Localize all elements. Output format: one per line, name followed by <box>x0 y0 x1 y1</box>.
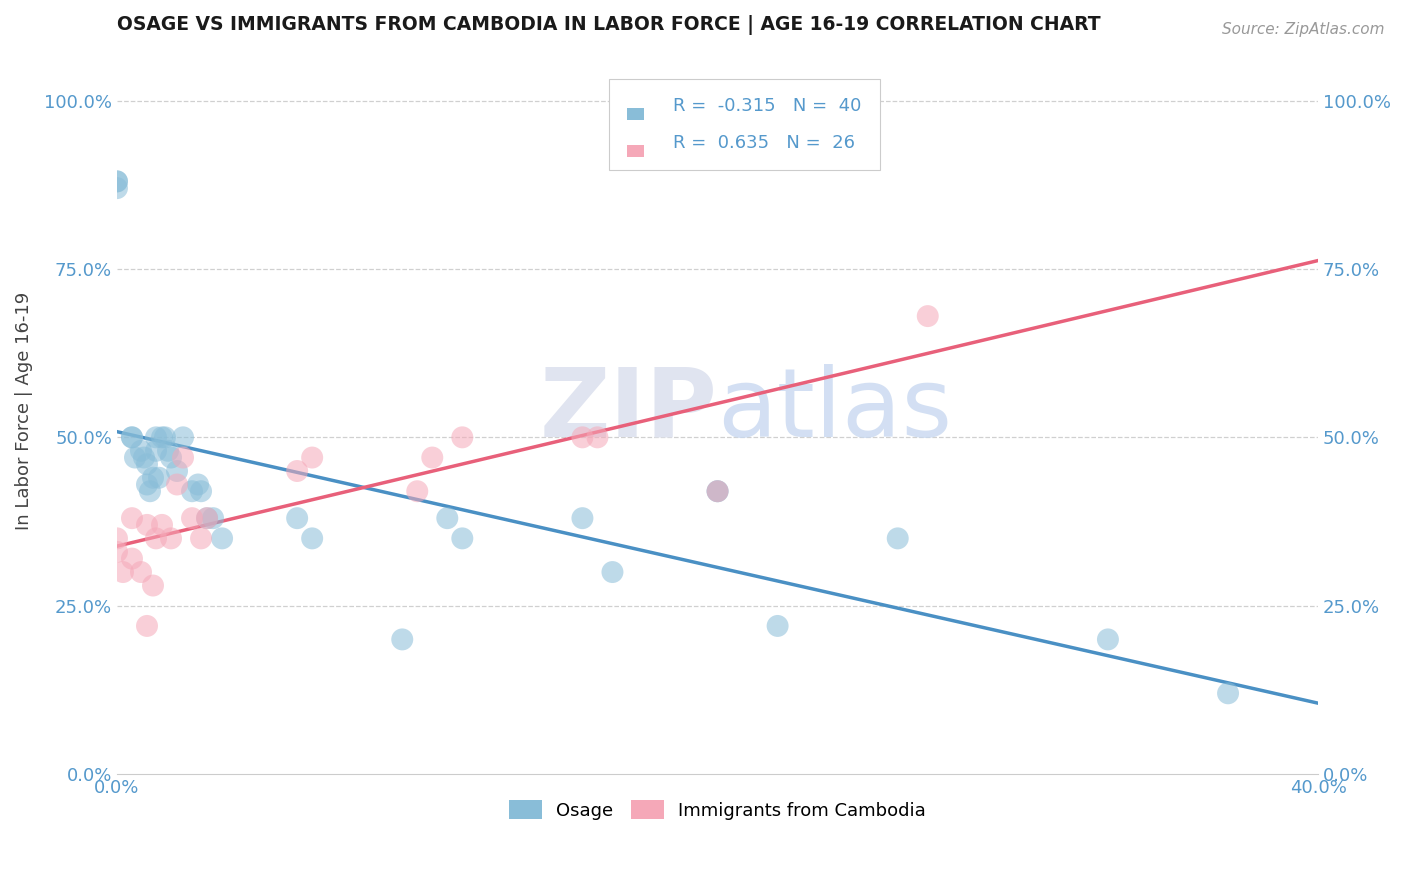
Point <box>160 450 183 465</box>
Point <box>166 477 188 491</box>
Point <box>172 430 194 444</box>
Point <box>129 565 152 579</box>
Point <box>571 430 593 444</box>
Point <box>121 551 143 566</box>
Point <box>301 450 323 465</box>
Point <box>136 517 159 532</box>
Point <box>285 511 308 525</box>
Point <box>187 477 209 491</box>
Point <box>602 565 624 579</box>
Point <box>105 181 128 195</box>
Y-axis label: In Labor Force | Age 16-19: In Labor Force | Age 16-19 <box>15 292 32 530</box>
Point <box>136 457 159 471</box>
Point <box>436 511 458 525</box>
Point <box>136 619 159 633</box>
Point <box>145 532 167 546</box>
Point <box>586 430 609 444</box>
FancyBboxPatch shape <box>609 79 880 170</box>
Point <box>886 532 908 546</box>
Bar <box>627 145 644 157</box>
Point <box>181 511 204 525</box>
Point <box>1216 686 1239 700</box>
Point <box>301 532 323 546</box>
Point <box>706 484 728 499</box>
Point <box>571 511 593 525</box>
Point <box>121 430 143 444</box>
Point <box>105 174 128 188</box>
Point <box>129 443 152 458</box>
Point <box>706 484 728 499</box>
Point <box>132 450 155 465</box>
Point <box>406 484 429 499</box>
Point <box>917 309 939 323</box>
Point <box>105 545 128 559</box>
Point <box>145 430 167 444</box>
Point <box>202 511 225 525</box>
Point <box>142 471 165 485</box>
Text: Source: ZipAtlas.com: Source: ZipAtlas.com <box>1222 22 1385 37</box>
Text: OSAGE VS IMMIGRANTS FROM CAMBODIA IN LABOR FORCE | AGE 16-19 CORRELATION CHART: OSAGE VS IMMIGRANTS FROM CAMBODIA IN LAB… <box>117 15 1101 35</box>
Point <box>190 532 212 546</box>
Point <box>1097 632 1119 647</box>
Point <box>142 578 165 592</box>
Point <box>766 619 789 633</box>
Point <box>139 484 162 499</box>
Point <box>451 430 474 444</box>
Point <box>181 484 204 499</box>
Point <box>121 511 143 525</box>
Point <box>121 430 143 444</box>
Bar <box>627 108 644 120</box>
Point <box>391 632 413 647</box>
Point <box>285 464 308 478</box>
Point <box>150 430 173 444</box>
Point <box>148 471 170 485</box>
Point <box>157 443 180 458</box>
Legend: Osage, Immigrants from Cambodia: Osage, Immigrants from Cambodia <box>502 793 934 827</box>
Point <box>706 484 728 499</box>
Point <box>136 477 159 491</box>
Text: ZIP: ZIP <box>540 364 717 457</box>
Point <box>111 565 134 579</box>
Point <box>211 532 233 546</box>
Point <box>195 511 218 525</box>
Point <box>153 430 176 444</box>
Point <box>124 450 146 465</box>
Text: atlas: atlas <box>717 364 953 457</box>
Text: R =  -0.315   N =  40: R = -0.315 N = 40 <box>673 96 862 115</box>
Point <box>172 450 194 465</box>
Point <box>160 532 183 546</box>
Point <box>150 517 173 532</box>
Point <box>166 464 188 478</box>
Point <box>105 532 128 546</box>
Point <box>451 532 474 546</box>
Point <box>420 450 443 465</box>
Point <box>145 443 167 458</box>
Text: R =  0.635   N =  26: R = 0.635 N = 26 <box>673 135 855 153</box>
Point <box>195 511 218 525</box>
Point <box>105 174 128 188</box>
Point <box>190 484 212 499</box>
